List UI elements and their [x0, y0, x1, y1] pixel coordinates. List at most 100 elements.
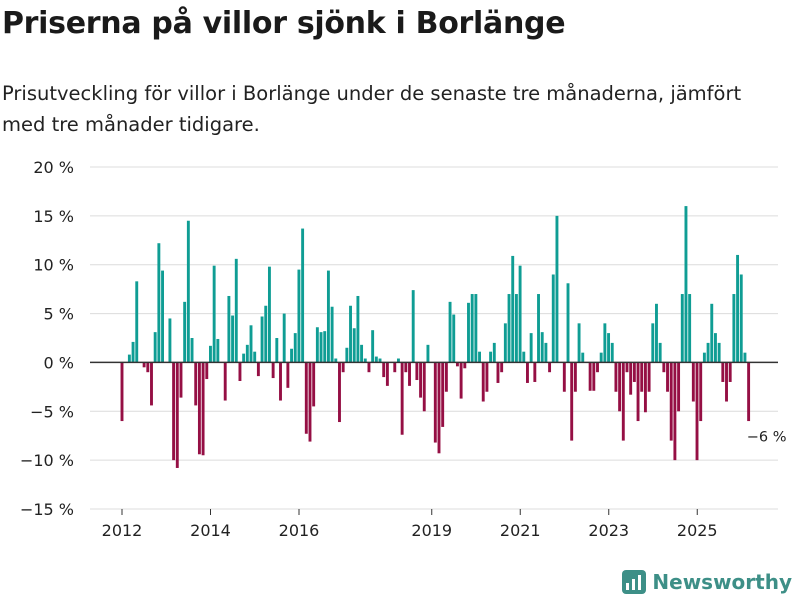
bar [725, 362, 728, 402]
bar [607, 333, 611, 363]
x-tick-label: 2016 [279, 521, 320, 540]
bar [253, 351, 257, 363]
bar [161, 270, 164, 363]
bar [747, 362, 751, 422]
bar [537, 294, 540, 363]
bar [408, 362, 411, 386]
y-tick-label: −10 % [20, 451, 74, 470]
bar [625, 362, 629, 373]
bar [518, 265, 522, 363]
bar [197, 362, 201, 455]
bar [341, 362, 345, 373]
bar [655, 303, 658, 363]
bar [267, 266, 271, 363]
bar [194, 362, 198, 406]
bar [378, 358, 382, 363]
bar [702, 352, 706, 363]
bar [411, 290, 415, 363]
bar [632, 362, 636, 382]
bar [503, 323, 507, 363]
bar [312, 362, 316, 407]
bar [588, 362, 592, 391]
bar [478, 351, 481, 363]
bar [699, 362, 703, 422]
bar [234, 258, 238, 363]
bar [621, 362, 625, 441]
bar [470, 294, 474, 363]
bar [732, 294, 736, 363]
bar [290, 348, 294, 363]
y-tick-label: 15 % [33, 207, 74, 226]
bar [437, 362, 441, 454]
bar [179, 362, 183, 398]
bar [245, 344, 249, 363]
bar [150, 362, 153, 406]
bar [356, 295, 360, 363]
y-tick-label: 0 % [44, 353, 74, 372]
x-tick-label: 2025 [677, 521, 718, 540]
bar [629, 362, 633, 395]
bar [666, 362, 669, 392]
bar [739, 274, 743, 363]
bar [186, 220, 190, 363]
y-tick-label: −5 % [30, 402, 74, 421]
bar [260, 316, 264, 363]
bar [201, 362, 205, 456]
bar [455, 362, 459, 367]
x-tick-label: 2019 [411, 521, 452, 540]
bar [736, 254, 740, 363]
bar [131, 341, 135, 363]
bar [172, 362, 176, 461]
bar [529, 333, 533, 363]
bar [227, 295, 231, 363]
bar [286, 362, 290, 388]
bar [168, 318, 172, 363]
chart-title: Priserna på villor sjönk i Borlänge [2, 6, 566, 41]
bar [242, 353, 246, 363]
bar [599, 352, 603, 363]
bar [205, 362, 209, 380]
bar [485, 362, 489, 392]
bar [680, 294, 684, 363]
bar [326, 270, 330, 363]
bar [647, 362, 651, 392]
bar [146, 362, 150, 373]
bar [614, 362, 618, 392]
bar [279, 362, 282, 401]
bar [743, 352, 747, 363]
bar [691, 362, 695, 402]
bar [135, 281, 139, 363]
x-tick-label: 2021 [500, 521, 541, 540]
bar [238, 362, 242, 381]
last-value-label: −6 % [747, 430, 787, 446]
bar [367, 362, 371, 373]
x-tick-label: 2023 [588, 521, 629, 540]
bar [677, 362, 681, 412]
bar [548, 362, 552, 373]
bar [452, 314, 456, 363]
x-tick-label: 2014 [190, 521, 231, 540]
bar [264, 305, 268, 363]
bar [349, 305, 352, 363]
bar [256, 362, 260, 377]
bar [533, 362, 537, 382]
bar [514, 294, 518, 363]
bar [673, 362, 677, 461]
bar [301, 228, 305, 363]
brand-name: Newsworthy [652, 570, 792, 594]
bar [330, 306, 334, 363]
bar [304, 362, 308, 434]
bar [142, 362, 146, 368]
bar [120, 362, 124, 422]
bar [562, 362, 566, 392]
bar [444, 362, 448, 392]
y-tick-label: 20 % [33, 158, 74, 177]
bar [334, 358, 338, 363]
bar [669, 362, 673, 441]
bar [404, 362, 408, 373]
bar [397, 358, 400, 363]
bar [481, 362, 485, 402]
bar [658, 342, 662, 363]
bar [382, 362, 386, 378]
bar [338, 362, 341, 423]
